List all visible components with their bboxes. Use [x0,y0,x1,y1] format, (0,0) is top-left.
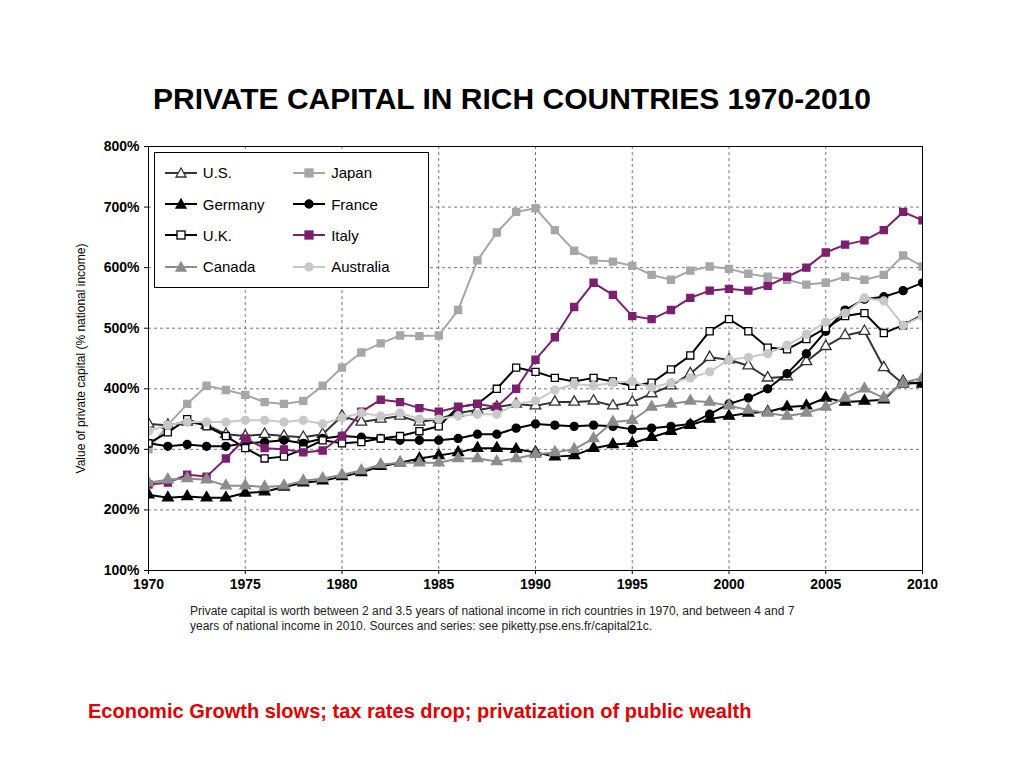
html-text:Economic Growth slows; tax rat: Economic Growth slows; tax rates drop; p… [88,700,752,722]
svg-text:300%: 300% [104,441,140,457]
html-text:Canada: Canada [202,258,256,276]
html-text:Italy: Italy [331,227,359,244]
svg-text:2005: 2005 [810,576,841,592]
svg-text:600%: 600% [104,259,140,275]
svg-text:Value of private capital (% na: Value of private capital (% national inc… [74,244,88,474]
html-text:Private capital is worth betwe: Private capital is worth between 2 and 3… [190,604,795,633]
svg-text:2010: 2010 [907,576,938,592]
html-text:France: France [331,195,378,213]
svg-text:1970: 1970 [133,576,164,592]
html-text:PRIVATE CAPITAL IN RICH COUNTR: PRIVATE CAPITAL IN RICH COUNTRIES 1970-2… [153,82,871,115]
svg-text:200%: 200% [104,501,140,517]
svg-text:1990: 1990 [520,576,551,592]
svg-text:400%: 400% [104,380,140,396]
html-text:Germany: Germany [202,195,265,213]
svg-text:2000: 2000 [713,576,744,592]
html-text:Japan: Japan [331,164,372,182]
svg-text:1995: 1995 [617,576,648,592]
svg-text:100%: 100% [103,562,140,578]
svg-text:500%: 500% [104,320,140,336]
svg-text:1985: 1985 [423,576,454,592]
svg-text:800%: 800% [104,138,140,154]
html-text:Australia: Australia [331,258,390,276]
svg-text:1975: 1975 [230,576,261,592]
html-text:U.K.: U.K. [202,227,232,244]
html-text:U.S.: U.S. [202,164,232,182]
svg-text:700%: 700% [104,199,140,215]
svg-text:1980: 1980 [326,576,357,592]
